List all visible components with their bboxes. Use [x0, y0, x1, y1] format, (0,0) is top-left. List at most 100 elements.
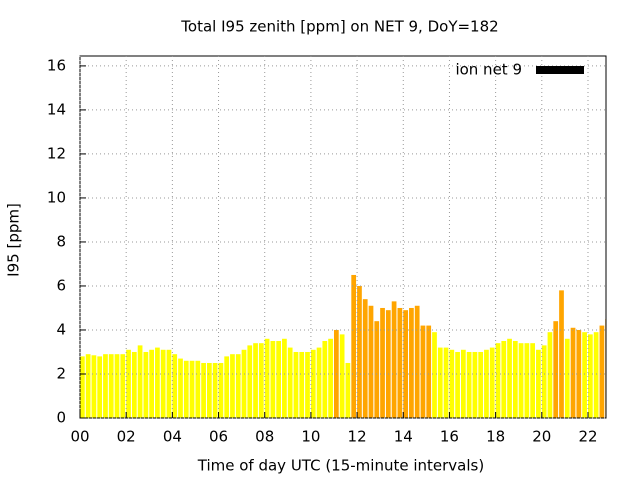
bar: [564, 338, 570, 418]
bar: [484, 349, 489, 418]
x-tick-label: 02: [117, 428, 136, 446]
bar: [322, 340, 328, 418]
bar: [547, 332, 553, 418]
bar: [478, 351, 484, 418]
bar: [426, 325, 432, 418]
bar: [131, 351, 137, 418]
bar: [368, 305, 374, 418]
bar: [264, 338, 270, 418]
bar: [97, 356, 103, 418]
bar: [460, 349, 466, 418]
bar: [576, 329, 582, 418]
y-tick-label: 12: [47, 144, 66, 162]
bar: [178, 358, 183, 418]
bar: [443, 347, 449, 418]
bar: [403, 310, 408, 418]
bar: [299, 351, 305, 418]
bar: [276, 340, 282, 418]
bar: [380, 307, 385, 418]
bar: [495, 343, 501, 418]
bar: [587, 334, 593, 418]
x-tick-label: 14: [394, 428, 413, 446]
bar: [328, 338, 333, 418]
y-tick-label: 10: [47, 188, 66, 206]
bar: [183, 360, 189, 418]
bar: [570, 327, 576, 418]
bar: [155, 347, 160, 418]
bar: [230, 354, 235, 418]
bar: [120, 354, 126, 418]
y-tick-label: 6: [56, 276, 66, 294]
bar: [599, 325, 605, 418]
bar: [512, 340, 518, 418]
x-tick-label: 06: [209, 428, 228, 446]
bar: [397, 307, 403, 418]
bar: [391, 301, 397, 418]
bar: [114, 354, 120, 418]
bar: [166, 349, 172, 418]
bar: [530, 343, 535, 418]
y-tick-label: 0: [56, 409, 66, 427]
bar: [455, 351, 460, 418]
bar: [432, 332, 437, 418]
bar: [449, 349, 455, 418]
bar: [80, 356, 85, 418]
bar: [524, 343, 530, 418]
bar: [258, 343, 264, 418]
bar: [108, 354, 114, 418]
bar: [85, 354, 91, 418]
bar: [339, 334, 345, 418]
bar: [414, 305, 420, 418]
bar: [235, 354, 241, 418]
bar: [218, 362, 224, 418]
bar: [91, 355, 97, 418]
x-tick-label: 22: [578, 428, 597, 446]
x-axis-label: Time of day UTC (15-minute intervals): [197, 457, 484, 475]
bar: [472, 351, 478, 418]
bar: [201, 362, 206, 418]
bar: [137, 345, 143, 418]
y-axis-label: I95 [ppm]: [5, 203, 23, 277]
bar: [316, 347, 322, 418]
bar: [253, 343, 258, 418]
bar: [212, 362, 218, 418]
chart-title: Total I95 zenith [ppm] on NET 9, DoY=182: [180, 18, 498, 36]
bar: [362, 299, 368, 418]
bar: [507, 338, 512, 418]
bar: [195, 360, 201, 418]
y-tick-label: 8: [56, 232, 66, 250]
bar: [287, 347, 293, 418]
bar: [420, 325, 426, 418]
bar: [536, 349, 541, 418]
x-tick-label: 00: [70, 428, 89, 446]
bar: [189, 360, 195, 418]
bar: [310, 349, 316, 418]
bar: [553, 321, 559, 418]
bar: [582, 332, 587, 418]
y-tick-label: 14: [47, 100, 66, 118]
bar: [160, 349, 166, 418]
bar: [357, 285, 362, 418]
bar: [143, 351, 149, 418]
bar: [247, 345, 253, 418]
bar: [224, 356, 230, 418]
bar: [103, 354, 108, 418]
bar: [351, 274, 357, 418]
bar: [270, 340, 276, 418]
bar: [559, 290, 564, 418]
bar: [437, 347, 443, 418]
legend-label: ion net 9: [455, 61, 522, 79]
bar: [149, 349, 155, 418]
bar: [206, 362, 212, 418]
bar: [466, 351, 472, 418]
bar: [172, 354, 178, 418]
bar: [293, 351, 299, 418]
x-tick-label: 12: [348, 428, 367, 446]
bars: [80, 274, 606, 418]
bar: [593, 332, 599, 418]
bar: [385, 310, 391, 418]
x-tick-label: 18: [486, 428, 505, 446]
y-tick-label: 4: [56, 320, 66, 338]
